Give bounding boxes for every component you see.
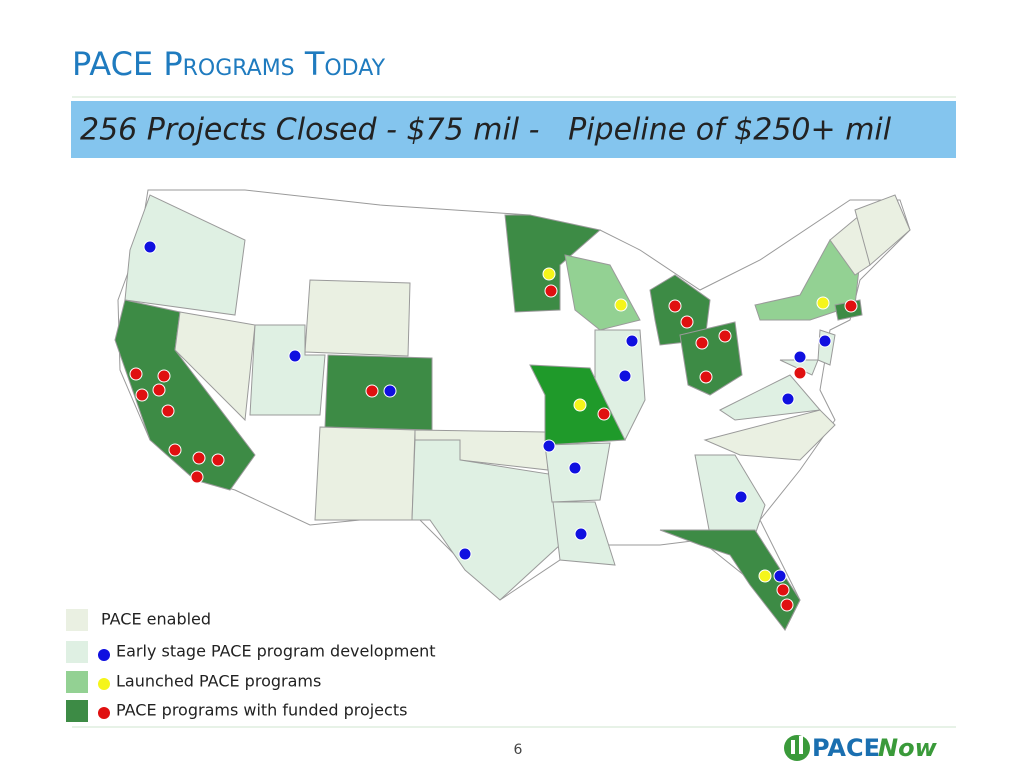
map-dot (568, 461, 582, 475)
legend-swatch (66, 641, 88, 663)
state-maine (854, 194, 911, 266)
state-new-york (754, 239, 861, 321)
map-dot (288, 349, 302, 363)
legend-swatch (66, 671, 88, 693)
logo-icon-bar (791, 740, 795, 754)
state-nevada (174, 311, 256, 422)
state-new-mexico (314, 426, 416, 521)
legend: PACE enabled Early stage PACE program de… (66, 609, 436, 722)
launched-dots (542, 267, 830, 583)
map-dot (168, 443, 182, 457)
map-dot (625, 334, 639, 348)
logo: PACE Now (784, 734, 938, 762)
map-dot (574, 527, 588, 541)
map-dot (695, 336, 709, 350)
map-dot (734, 490, 748, 504)
map-dot (161, 404, 175, 418)
legend-swatch (66, 609, 88, 631)
map-dot (597, 407, 611, 421)
map-dot (718, 329, 732, 343)
map-dot (776, 583, 790, 597)
legend-label: PACE enabled (101, 610, 211, 629)
map-dot (383, 384, 397, 398)
map-dot (152, 383, 166, 397)
map-dot (773, 569, 787, 583)
state-virginia (719, 374, 821, 421)
logo-prefix: PACE (812, 734, 880, 762)
map-dot (793, 350, 807, 364)
map-dot (542, 439, 556, 453)
logo-icon (784, 735, 810, 761)
state-florida (659, 529, 801, 631)
map-dot (143, 240, 157, 254)
logo-suffix: Now (878, 734, 938, 762)
map-dot (680, 315, 694, 329)
map-dot (542, 267, 556, 281)
map-dot (211, 453, 225, 467)
legend-dot (98, 707, 110, 719)
map-dot (129, 367, 143, 381)
legend-dot (98, 649, 110, 661)
slide-title: PACE Programs Today (72, 45, 386, 83)
map-dot (793, 366, 807, 380)
map-dot (190, 470, 204, 484)
map-dot (157, 369, 171, 383)
legend-label: Launched PACE programs (116, 672, 321, 691)
funded-dots (129, 284, 858, 612)
map-dot (699, 370, 713, 384)
state-wyoming (304, 279, 411, 357)
map-dot (781, 392, 795, 406)
map-dot (844, 299, 858, 313)
early-dots (143, 240, 832, 583)
map-dots (129, 240, 858, 612)
logo-icon-bar (799, 736, 803, 754)
map-dot (618, 369, 632, 383)
map-dot (614, 298, 628, 312)
banner-box (71, 101, 956, 158)
state-north-carolina (703, 409, 836, 461)
map-dot (816, 296, 830, 310)
map-dot (780, 598, 794, 612)
state-minnesota (504, 214, 602, 313)
state-colorado (324, 354, 433, 431)
map-dot (573, 398, 587, 412)
banner-text: 256 Projects Closed - $75 mil - Pipeline… (80, 113, 892, 148)
state-georgia (694, 454, 766, 536)
map-dot (458, 547, 472, 561)
page-number: 6 (514, 742, 523, 758)
map-dot (365, 384, 379, 398)
legend-dot (98, 678, 110, 690)
map-dot (818, 334, 832, 348)
map-dot (758, 569, 772, 583)
state-texas (355, 439, 561, 601)
map-dot (544, 284, 558, 298)
legend-swatch (66, 700, 88, 722)
legend-label: Early stage PACE program development (116, 642, 436, 661)
us-map (114, 189, 911, 631)
state-utah (249, 324, 326, 416)
map-dot (668, 299, 682, 313)
state-oregon (124, 194, 246, 316)
map-dot (135, 388, 149, 402)
legend-label: PACE programs with funded projects (116, 701, 407, 720)
map-dot (192, 451, 206, 465)
